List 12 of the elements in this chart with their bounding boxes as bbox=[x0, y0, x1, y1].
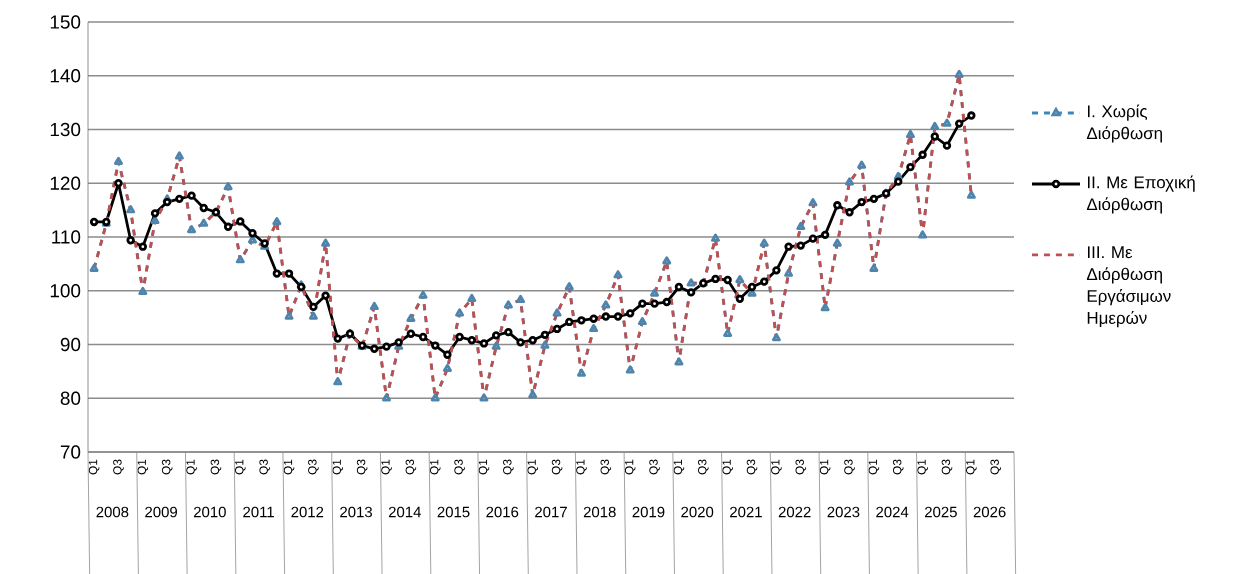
y-tick-label: 70 bbox=[60, 445, 81, 459]
legend-label: III. Με Διόρθωση Εργάσιμων Ημερών bbox=[1086, 246, 1171, 328]
y-tick-label: 100 bbox=[50, 284, 81, 298]
legend-label: II. Με Εποχική Διόρθωση bbox=[1086, 175, 1195, 214]
y-tick-label: 140 bbox=[50, 69, 81, 83]
y-tick-label: 90 bbox=[60, 337, 81, 352]
y-tick-label: 120 bbox=[50, 176, 81, 190]
y-tick-label: 130 bbox=[50, 122, 81, 137]
y-tick-label: 110 bbox=[52, 230, 81, 244]
y-tick-label: 150 bbox=[50, 15, 81, 29]
legend-label: I. Χωρίς Διόρθωση bbox=[1086, 104, 1162, 143]
y-tick-label: 80 bbox=[60, 391, 81, 405]
